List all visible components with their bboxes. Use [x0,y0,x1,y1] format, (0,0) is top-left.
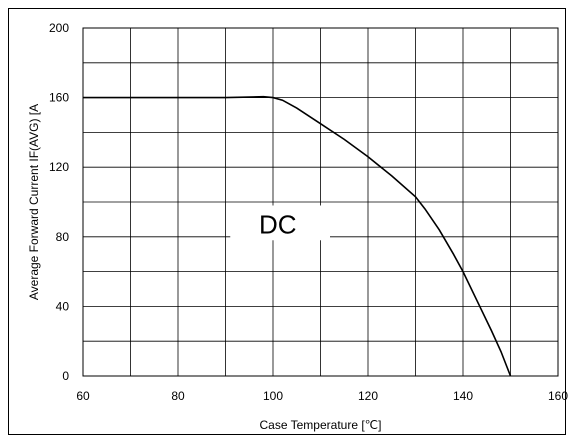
x-tick-label: 60 [76,389,90,403]
annotation-background [230,205,330,241]
annotation-box [230,205,330,241]
y-tick-label: 0 [62,369,69,383]
y-tick-label: 40 [56,299,70,313]
y-tick-label: 160 [49,91,69,105]
x-tick-labels: 60 80 100 120 140 160 [76,389,568,403]
y-axis-label: Average Forward Current IF(AVG) [A [27,104,41,300]
x-tick-label: 160 [548,389,568,403]
y-tick-label: 200 [49,21,69,35]
x-tick-label: 140 [453,389,473,403]
y-tick-label: 120 [49,160,69,174]
x-tick-label: 80 [171,389,185,403]
x-tick-label: 100 [263,389,283,403]
x-tick-label: 120 [358,389,378,403]
y-tick-labels: 0 40 80 120 160 200 [49,21,69,383]
grid [83,28,558,376]
plot-area [82,27,559,377]
annotation-dc: DC [259,210,297,240]
y-tick-label: 80 [56,230,70,244]
x-axis-label: Case Temperature [℃] [260,418,382,432]
series-line-dc [83,95,512,377]
